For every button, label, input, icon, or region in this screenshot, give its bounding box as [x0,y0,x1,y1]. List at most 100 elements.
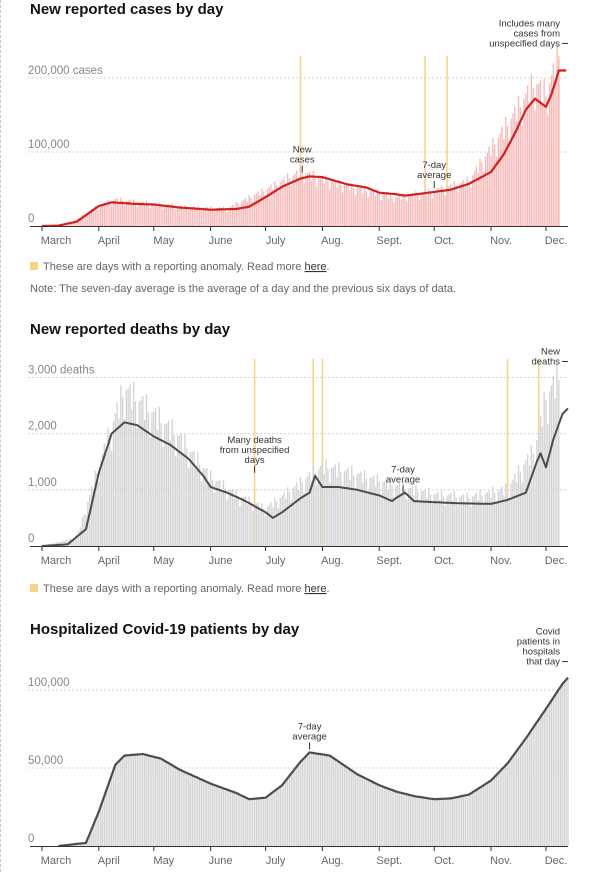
daily-bar [181,770,182,846]
daily-bar [298,178,299,226]
daily-bar [347,183,348,226]
daily-bar [467,795,468,846]
daily-bar [406,794,407,846]
daily-bar [415,485,416,546]
daily-bar [129,755,130,846]
daily-bar [424,798,425,846]
daily-bar [428,189,429,226]
daily-bar [485,156,486,226]
daily-bar [454,491,455,546]
daily-bar [263,798,264,846]
daily-bar [296,170,297,226]
daily-bar [259,510,260,546]
anomaly-note-link[interactable]: here [304,583,326,595]
daily-bar [426,798,427,846]
x-tick-label: June [209,555,233,567]
daily-bar [437,492,438,546]
daily-bar [547,706,548,846]
daily-bar [126,755,127,846]
daily-bar [109,781,110,846]
daily-bar [258,191,259,226]
daily-bar [560,687,561,846]
hospital-bars [60,678,569,846]
daily-bar [204,781,205,846]
daily-bar [329,483,330,546]
daily-bar [162,209,163,226]
daily-bar [309,172,310,226]
daily-bar [272,792,273,846]
daily-bar [162,447,163,546]
daily-bar [474,791,475,846]
daily-bar [135,202,136,226]
daily-bar [184,772,185,846]
daily-bar [292,488,293,546]
annotation-text: average [292,731,326,742]
daily-bar [333,758,334,846]
daily-bar [542,714,543,846]
daily-bar [127,389,128,546]
daily-bar [285,184,286,226]
daily-bar [443,496,444,546]
daily-bar [465,795,466,846]
daily-bar [329,756,330,846]
daily-bar [419,200,420,226]
daily-bar [369,478,370,546]
daily-bar [380,786,381,846]
daily-bar [102,453,103,546]
daily-bar [358,775,359,846]
daily-bar [261,798,262,846]
daily-bar [553,376,554,546]
daily-bar [314,753,315,846]
daily-bar [373,475,374,546]
daily-bar [382,482,383,546]
daily-bar [313,171,314,226]
daily-bar [179,770,180,846]
daily-bar [105,791,106,846]
daily-bar [426,498,427,546]
daily-bar [454,798,455,846]
daily-bar [445,799,446,846]
annotation-text: average [386,474,420,485]
daily-bar [540,717,541,846]
daily-bar [544,79,545,226]
daily-bar [551,700,552,846]
daily-bar [529,104,530,226]
daily-bar [239,795,240,846]
daily-bar [274,498,275,546]
daily-bar [303,758,304,846]
annotation-text: unspecified days [489,38,560,49]
daily-bar [109,202,110,226]
daily-bar [397,792,398,846]
daily-bar [432,504,433,546]
x-tick-label: Sept. [376,235,402,247]
daily-bar [100,205,101,226]
daily-bar [487,492,488,546]
daily-bar [549,703,550,846]
daily-bar [283,783,284,846]
daily-bar [501,127,502,226]
daily-bar [412,796,413,846]
daily-bar [335,180,336,226]
daily-bar [327,181,328,226]
deaths-gridlines [28,377,568,489]
daily-bar [243,497,244,546]
daily-bar [463,494,464,546]
daily-bar [547,424,548,546]
daily-bar [336,761,337,846]
anomaly-note-link[interactable]: here [304,261,326,273]
x-tick-label: April [98,855,120,867]
x-tick-label: Sept. [376,555,402,567]
daily-bar [516,122,517,226]
daily-bar [131,204,132,226]
daily-bar [287,174,288,226]
daily-bar [538,720,539,846]
daily-bar [415,191,416,226]
daily-bar [263,191,264,226]
daily-bar [124,419,125,546]
daily-bar [437,188,438,226]
daily-bar [195,777,196,846]
daily-bar [503,495,504,546]
daily-bar [549,391,550,546]
daily-bar [496,502,497,546]
